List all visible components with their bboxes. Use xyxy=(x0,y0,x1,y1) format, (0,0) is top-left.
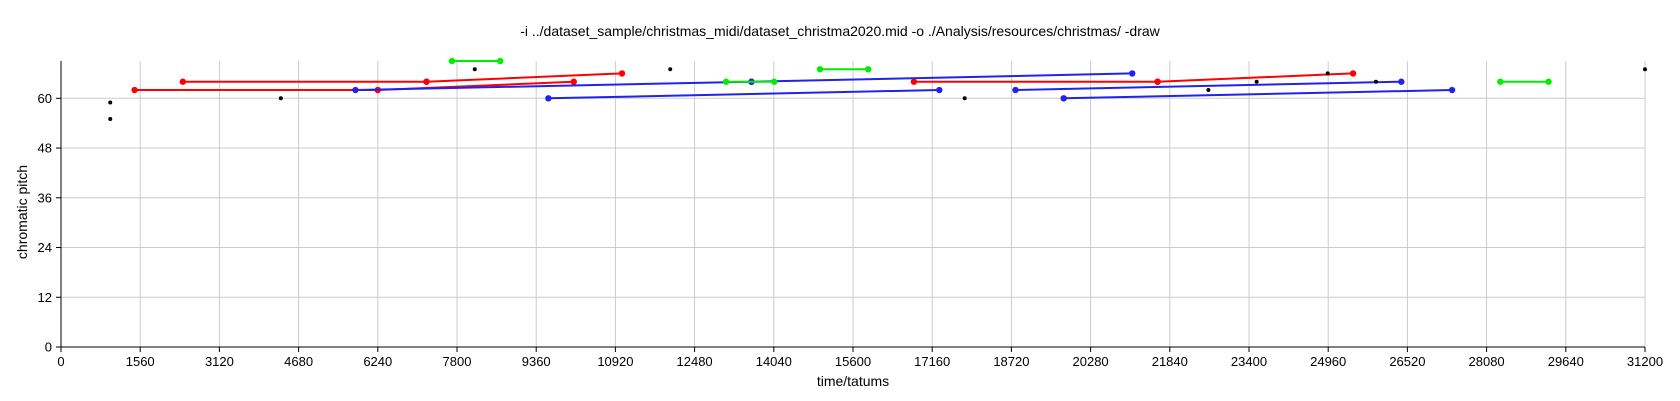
y-tick-label: 48 xyxy=(38,141,52,156)
blue-note-line xyxy=(548,89,940,100)
x-tick-label: 28080 xyxy=(1469,354,1505,369)
x-tick-label: 10920 xyxy=(597,354,633,369)
black-note-point xyxy=(1254,79,1259,84)
x-axis-title: time/tatums xyxy=(817,373,889,389)
black-note-point xyxy=(1373,79,1378,84)
blue-note-point xyxy=(1448,86,1456,94)
y-tick-label: 0 xyxy=(45,340,52,355)
red-note-point xyxy=(423,78,430,85)
tick-labels: 0 1560 3120 4680 6240 7800 9360 10920 12480 14040… xyxy=(38,91,1664,369)
grid xyxy=(61,61,1646,347)
y-tick-label: 36 xyxy=(38,190,52,205)
black-note-point xyxy=(108,117,113,122)
x-tick-label: 18720 xyxy=(993,354,1029,369)
x-tick-label: 20280 xyxy=(1073,354,1109,369)
red-note-point xyxy=(618,70,626,77)
x-tick-label: 15600 xyxy=(835,354,871,369)
x-tick-label: 26520 xyxy=(1389,354,1425,369)
blue-note-point xyxy=(545,95,552,102)
blue-note-point xyxy=(936,86,943,94)
blue-note-point xyxy=(1012,86,1019,94)
x-tick-label: 29640 xyxy=(1548,354,1584,369)
x-tick-label: 7800 xyxy=(443,354,472,369)
blue-note-point xyxy=(1398,78,1405,85)
red-note-line xyxy=(426,72,623,83)
black-note-point xyxy=(472,67,477,72)
red-note-point xyxy=(1154,78,1161,85)
blue-note-point xyxy=(1060,95,1067,102)
y-axis-title: chromatic pitch xyxy=(14,165,30,259)
red-note-point xyxy=(910,78,918,85)
green-note-point xyxy=(771,78,778,85)
x-tick-label: 0 xyxy=(57,354,64,369)
red-note-point xyxy=(131,86,138,94)
red-note-point xyxy=(179,78,187,85)
red-note-point xyxy=(570,78,577,85)
blue-note-point xyxy=(1129,70,1136,77)
x-tick-label: 9360 xyxy=(522,354,551,369)
black-note-point xyxy=(1206,88,1211,93)
plot-marks xyxy=(108,57,1647,122)
x-tick-label: 4680 xyxy=(284,354,313,369)
green-note-point xyxy=(1497,78,1504,85)
red-note-point xyxy=(1349,70,1357,77)
x-tick-label: 14040 xyxy=(756,354,792,369)
y-tick-label: 12 xyxy=(38,290,52,305)
x-tick-label: 6240 xyxy=(363,354,392,369)
green-note-point xyxy=(816,66,824,73)
blue-note-point xyxy=(352,86,359,94)
blue-note-line xyxy=(355,80,752,92)
x-tick-label: 3120 xyxy=(205,354,234,369)
chart-title: -i ../dataset_sample/christmas_midi/data… xyxy=(520,23,1160,39)
x-tick-label: 24960 xyxy=(1310,354,1346,369)
black-note-point xyxy=(1643,67,1647,72)
black-note-point xyxy=(668,67,673,72)
x-tick-label: 21840 xyxy=(1152,354,1188,369)
black-note-point xyxy=(278,96,283,101)
blue-note-line xyxy=(1063,89,1453,100)
x-tick-label: 1560 xyxy=(126,354,155,369)
red-note-line xyxy=(1157,72,1354,83)
green-note-point xyxy=(448,57,456,65)
blue-note-line xyxy=(1015,80,1402,92)
axes xyxy=(56,61,1646,352)
blue-note-line xyxy=(751,72,1133,83)
green-note-point xyxy=(496,57,504,65)
y-tick-label: 60 xyxy=(38,91,52,106)
green-note-point xyxy=(1545,78,1552,85)
y-tick-label: 24 xyxy=(38,240,52,255)
black-note-point xyxy=(108,100,113,105)
black-note-point xyxy=(1325,71,1330,76)
x-tick-label: 12480 xyxy=(677,354,713,369)
black-note-point xyxy=(962,96,967,101)
x-tick-label: 17160 xyxy=(914,354,950,369)
x-tick-label: 23400 xyxy=(1231,354,1267,369)
x-tick-label: 31200 xyxy=(1627,354,1663,369)
green-note-point xyxy=(722,78,730,85)
green-note-point xyxy=(865,66,872,73)
